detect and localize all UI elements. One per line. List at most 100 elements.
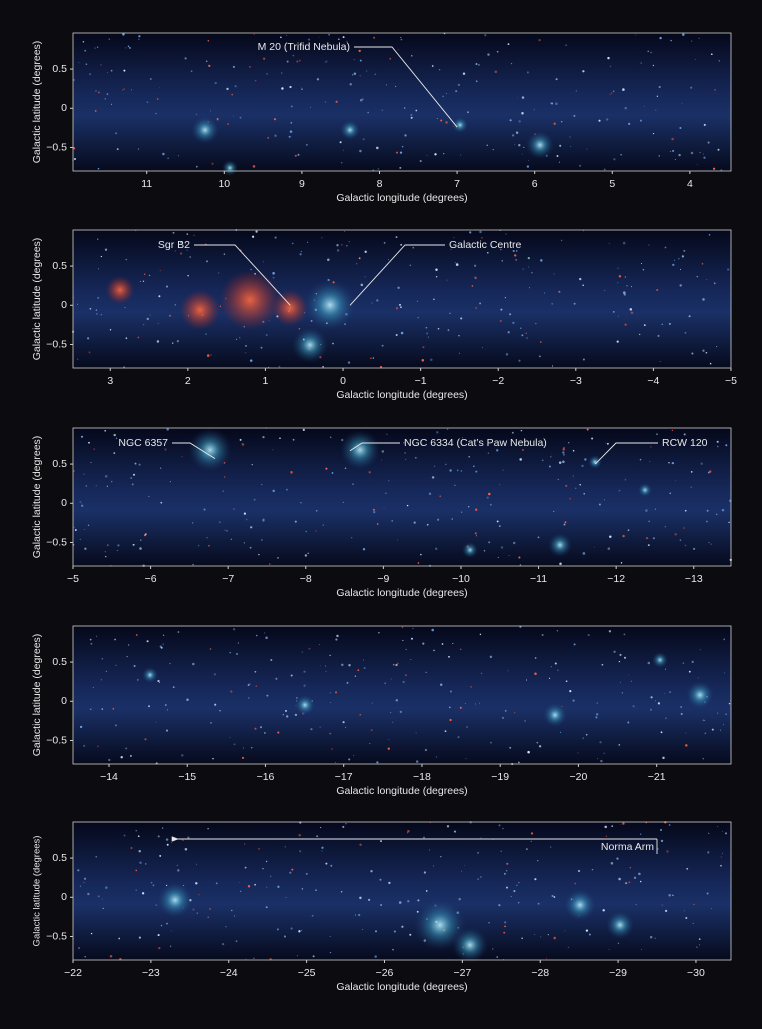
star: [617, 282, 619, 284]
star: [500, 308, 503, 311]
star: [371, 302, 373, 304]
star: [345, 823, 347, 825]
star: [155, 721, 157, 723]
star: [374, 930, 378, 933]
star: [328, 33, 330, 36]
star: [285, 709, 287, 712]
star: [650, 446, 652, 448]
star: [101, 708, 103, 710]
star: [197, 544, 200, 547]
star: [704, 732, 707, 735]
star: [319, 644, 321, 646]
star: [557, 669, 559, 671]
star: [232, 628, 236, 631]
star: [373, 36, 376, 39]
star: [191, 522, 194, 524]
star: [513, 541, 516, 545]
star: [660, 839, 664, 843]
star: [169, 314, 171, 317]
star: [123, 834, 126, 837]
x-tick-label: −11: [530, 573, 547, 585]
star: [273, 118, 277, 121]
star: [244, 866, 247, 869]
y-tick-label: 0: [61, 102, 67, 114]
star: [436, 431, 439, 434]
star: [368, 471, 371, 474]
x-tick-label: 10: [218, 178, 230, 190]
star: [299, 253, 302, 256]
star: [104, 248, 108, 251]
star: [123, 88, 125, 90]
star: [606, 118, 609, 121]
star: [85, 63, 88, 66]
star: [622, 534, 625, 538]
nebula: [157, 882, 193, 918]
star: [712, 167, 716, 170]
star: [718, 60, 720, 62]
star: [395, 699, 398, 702]
star: [412, 246, 415, 249]
star: [586, 148, 588, 150]
star: [470, 686, 472, 688]
star: [591, 437, 594, 440]
star: [617, 267, 619, 269]
star: [116, 549, 118, 552]
star: [654, 700, 656, 702]
star: [261, 539, 263, 541]
star: [243, 747, 244, 749]
star: [449, 312, 451, 314]
star: [390, 712, 392, 714]
star: [690, 471, 693, 473]
star: [711, 908, 713, 910]
star: [94, 109, 97, 112]
star: [397, 286, 400, 289]
star: [509, 746, 512, 749]
star: [572, 475, 574, 477]
star: [666, 850, 669, 853]
star: [177, 155, 179, 157]
star: [477, 63, 480, 66]
star: [708, 832, 710, 834]
star: [412, 627, 414, 629]
star: [556, 630, 559, 632]
star: [329, 436, 332, 439]
star: [527, 266, 530, 268]
star: [344, 467, 347, 470]
star: [656, 433, 658, 436]
star: [645, 536, 649, 540]
annotation-label: Sgr B2: [158, 239, 190, 251]
star: [370, 357, 372, 360]
star: [115, 437, 118, 440]
star: [251, 463, 253, 466]
star: [643, 324, 646, 326]
star: [428, 849, 431, 851]
nebula: [222, 160, 238, 176]
star: [347, 361, 351, 364]
star: [239, 438, 242, 441]
star: [253, 498, 256, 501]
star: [703, 156, 706, 159]
star: [467, 111, 469, 114]
star: [374, 73, 376, 75]
star: [699, 649, 701, 651]
star: [436, 118, 438, 119]
star: [234, 85, 237, 88]
star: [181, 754, 184, 757]
star: [325, 467, 328, 470]
star: [640, 949, 642, 950]
nebula: [462, 542, 478, 558]
star: [460, 870, 462, 872]
star: [148, 705, 150, 708]
nebula: [452, 117, 468, 133]
star: [509, 119, 512, 122]
star: [674, 480, 676, 482]
star: [496, 956, 498, 958]
star: [108, 38, 110, 40]
star: [141, 892, 145, 895]
star: [585, 929, 589, 932]
star: [316, 78, 320, 81]
star: [577, 752, 579, 754]
star: [547, 934, 549, 936]
x-axis-label: Galactic longitude (degrees): [336, 981, 467, 993]
star: [475, 80, 478, 83]
